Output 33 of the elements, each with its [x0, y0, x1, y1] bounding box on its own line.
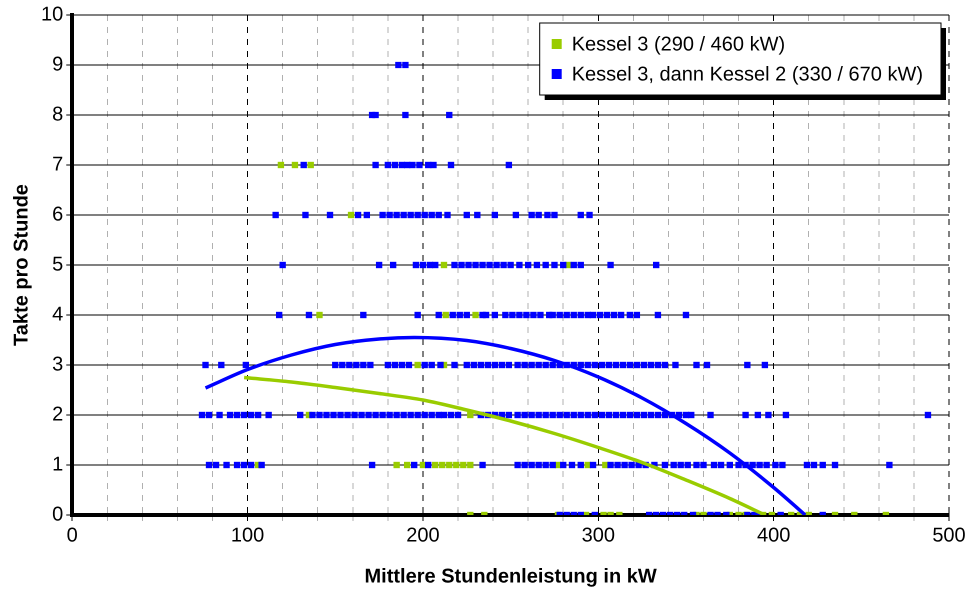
y-tick-label: 4 [52, 304, 64, 326]
point [432, 462, 438, 468]
x-tick-label: 500 [932, 524, 966, 547]
point [393, 462, 400, 468]
point [453, 462, 460, 468]
x-tick-label: 200 [406, 524, 440, 547]
x-tick-label: 300 [582, 524, 615, 547]
point [308, 162, 314, 168]
y-tick-label: 3 [52, 354, 64, 376]
y-tick-label: 9 [52, 54, 64, 76]
legend-label: Kessel 3 (290 / 460 kW) [572, 34, 786, 56]
y-tick-label: 8 [52, 104, 64, 126]
point [460, 462, 466, 468]
legend-label: Kessel 3, dann Kessel 2 (330 / 670 kW) [572, 64, 924, 86]
x-tick-label: 0 [66, 524, 78, 547]
y-tick-label: 0 [52, 504, 64, 526]
y-tick-label: 6 [52, 204, 64, 226]
point [439, 462, 446, 468]
y-axis-title: Takte pro Stunde [10, 184, 33, 346]
y-tick-label: 7 [52, 154, 64, 176]
y-tick-label: 5 [52, 254, 64, 276]
point [278, 162, 284, 168]
point [442, 312, 449, 318]
point [446, 462, 452, 468]
x-axis-title: Mittlere Stundenleistung in kW [364, 566, 657, 588]
y-tick-label: 10 [40, 4, 64, 26]
x-tick-label: 400 [756, 524, 790, 547]
point [414, 362, 421, 368]
x-tick-label: 100 [230, 524, 264, 547]
point [404, 462, 410, 468]
point [467, 462, 474, 468]
y-tick-label: 1 [52, 454, 64, 476]
y-tick-label: 2 [52, 404, 64, 426]
